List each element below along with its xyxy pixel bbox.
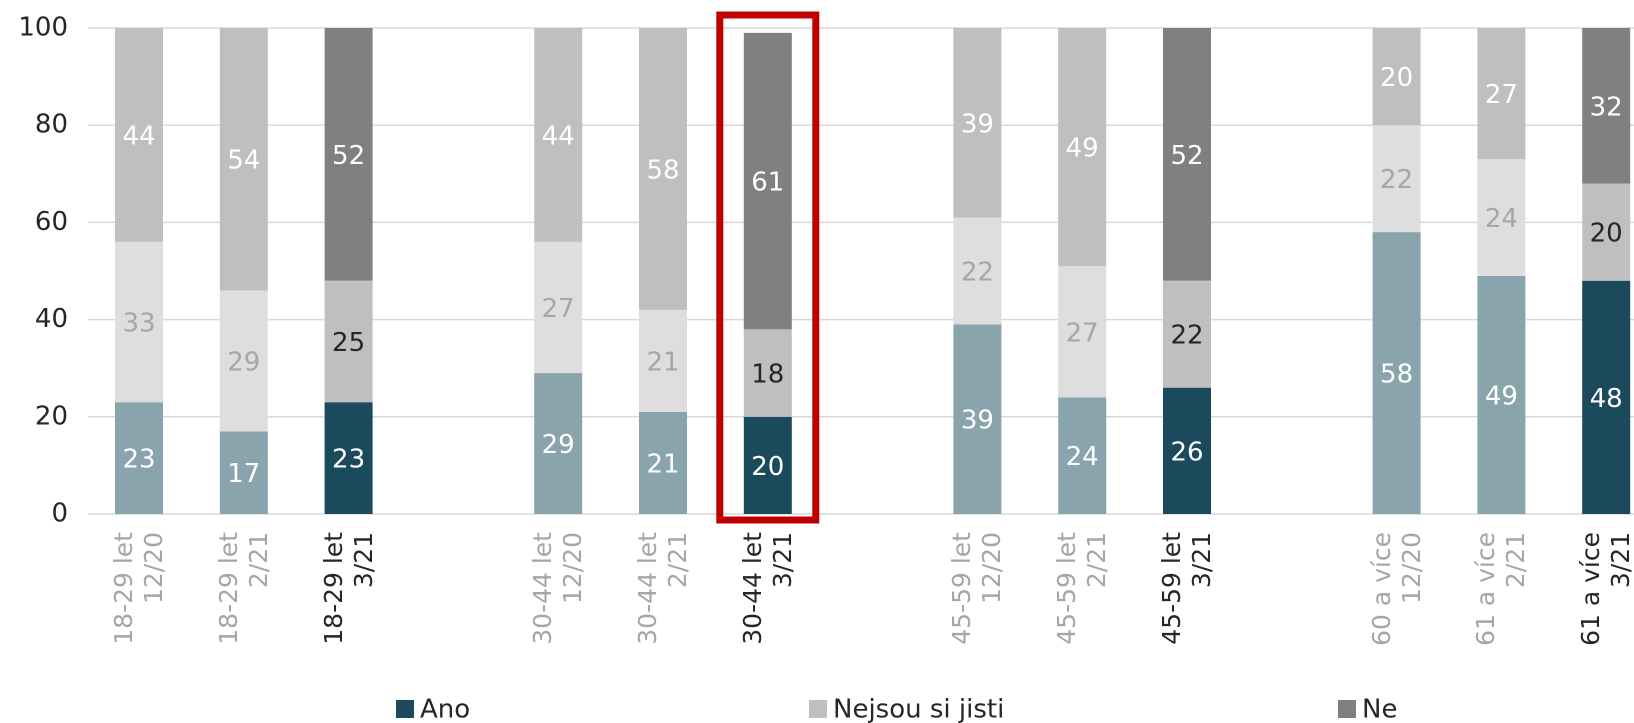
y-tick-label: 100 [18, 13, 68, 43]
x-tick-label: 45-59 let 3/21 [1157, 532, 1216, 645]
value-label: 33 [122, 309, 155, 339]
value-label: 25 [332, 328, 365, 358]
value-label: 39 [961, 109, 994, 139]
value-label: 32 [1590, 92, 1623, 122]
value-label: 20 [1590, 219, 1623, 249]
value-label: 49 [1066, 134, 1099, 164]
bar-segment [219, 28, 268, 291]
legend-label: Ne [1362, 695, 1397, 723]
bar-segment [1372, 28, 1421, 126]
value-label: 24 [1066, 442, 1099, 472]
value-label: 27 [1485, 80, 1518, 110]
value-label: 26 [1170, 437, 1203, 467]
value-label: 18 [751, 360, 784, 390]
bar-segment [1058, 28, 1107, 267]
bar-segment [743, 416, 792, 514]
value-label: 17 [227, 459, 260, 489]
x-tick-label: 30-44 let 2/21 [633, 532, 692, 645]
value-label: 44 [542, 121, 575, 151]
value-label: 20 [751, 452, 784, 482]
value-label: 48 [1590, 384, 1623, 414]
value-label: 27 [1066, 318, 1099, 348]
value-label: 29 [227, 347, 260, 377]
value-label: 44 [122, 121, 155, 151]
x-tick-label: 61 a více 3/21 [1576, 532, 1634, 646]
bar-segment [1058, 397, 1107, 514]
value-label: 58 [1380, 360, 1413, 390]
y-tick-label: 80 [35, 110, 68, 140]
legend-label: Nejsou si jisti [833, 695, 1004, 723]
bar-segment [1582, 183, 1631, 281]
bar-segment [1163, 387, 1211, 514]
bar-segment [1582, 280, 1631, 514]
x-tick-label: 30-44 let 3/21 [737, 532, 797, 645]
value-label: 20 [1380, 63, 1413, 93]
value-label: 21 [646, 347, 679, 377]
bar-segment [1372, 125, 1421, 233]
bar-segment [1163, 28, 1211, 281]
x-tick-label: 18-29 let 3/21 [318, 532, 378, 645]
value-label: 52 [1170, 141, 1203, 171]
legend-swatch [809, 700, 827, 718]
bar-segment [324, 28, 373, 281]
y-tick-label: 20 [35, 401, 68, 431]
value-label: 52 [332, 141, 365, 171]
bar-segment [115, 241, 163, 403]
bar-segment [639, 411, 687, 514]
value-label: 24 [1485, 204, 1518, 234]
bar-segment [1477, 275, 1526, 514]
x-tick-label: 61 a více 2/21 [1471, 532, 1531, 646]
bar-segment [743, 329, 792, 417]
value-label: 27 [542, 294, 575, 324]
bar-segment [639, 28, 687, 310]
x-tick-label: 18-29 let 12/20 [109, 532, 168, 645]
bar-segment [534, 241, 583, 374]
bar-segment [1372, 232, 1421, 514]
x-tick-label: 45-59 let 12/20 [947, 532, 1007, 645]
value-label: 58 [646, 155, 679, 185]
y-tick-label: 60 [35, 207, 68, 237]
value-label: 49 [1485, 381, 1518, 411]
bar-segment [1058, 266, 1107, 398]
y-tick-label: 0 [51, 499, 68, 529]
y-tick-label: 40 [35, 304, 68, 334]
bar-segment [953, 217, 1002, 325]
value-label: 54 [227, 146, 260, 176]
value-label: 22 [1380, 165, 1413, 195]
bar-segment [219, 431, 268, 514]
legend-swatch [1338, 700, 1356, 718]
value-label: 22 [961, 258, 994, 288]
bar-segment [953, 28, 1002, 218]
bar-segment [1582, 28, 1631, 184]
bar-segment [1163, 280, 1211, 388]
bar-segment [1477, 28, 1526, 160]
legend-label: Ano [420, 695, 470, 723]
value-label: 23 [332, 445, 365, 475]
value-label: 21 [646, 449, 679, 479]
bar-segment [115, 28, 163, 242]
x-tick-label: 60 a více 12/20 [1366, 532, 1426, 646]
legend-swatch [396, 700, 414, 718]
value-label: 22 [1170, 321, 1203, 351]
x-tick-label: 30-44 let 12/20 [528, 532, 588, 645]
x-tick-label: 45-59 let 2/21 [1052, 532, 1112, 645]
highlight-box [716, 11, 820, 524]
x-tick-label: 18-29 let 2/21 [213, 532, 273, 645]
bar-segment [324, 280, 373, 403]
bar-segment [953, 324, 1002, 514]
bar-segment [1477, 159, 1526, 276]
value-label: 39 [961, 406, 994, 436]
bar-segment [639, 309, 687, 412]
bar-segment [534, 373, 583, 514]
value-label: 61 [751, 168, 784, 198]
bar-segment [534, 28, 583, 242]
bar-segment [743, 32, 792, 330]
bar-segment [115, 402, 163, 514]
bar-segment [219, 290, 268, 432]
value-label: 29 [542, 430, 575, 460]
value-label: 23 [122, 445, 155, 475]
bar-segment [324, 402, 373, 514]
